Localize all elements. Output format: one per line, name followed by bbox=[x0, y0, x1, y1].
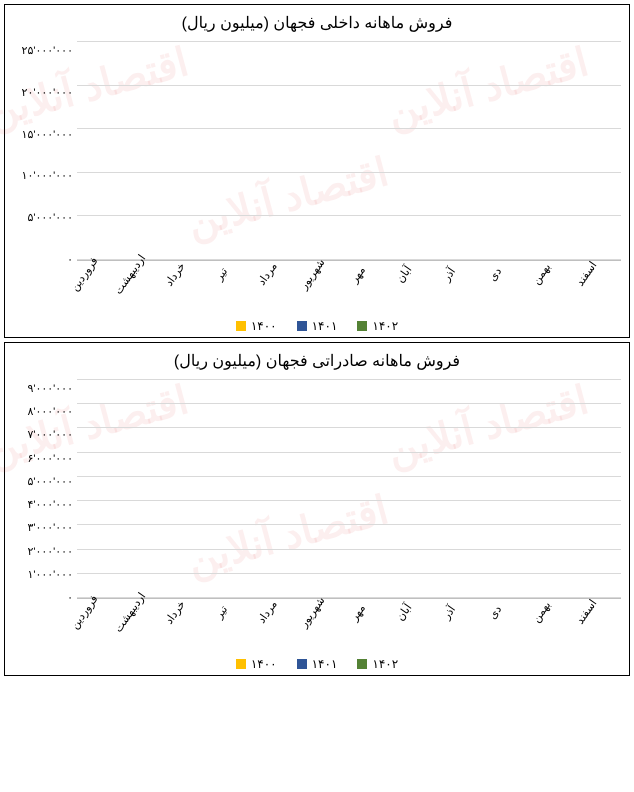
x-axis: فروردیناردیبهشتخردادتیرمردادشهریورمهرآبا… bbox=[73, 261, 621, 311]
legend-swatch bbox=[236, 321, 246, 331]
x-label: اسفند bbox=[565, 590, 631, 657]
legend-item-1401: ۱۴۰۱ bbox=[297, 657, 338, 671]
legend-swatch bbox=[236, 659, 246, 669]
y-tick: ۷'۰۰۰'۰۰۰ bbox=[27, 430, 73, 441]
legend-label: ۱۴۰۱ bbox=[312, 657, 338, 671]
bars-groups bbox=[77, 41, 621, 260]
legend-label: ۱۴۰۰ bbox=[251, 657, 277, 671]
y-tick: ۱۵'۰۰۰'۰۰۰ bbox=[22, 130, 73, 141]
y-tick: ۹'۰۰۰'۰۰۰ bbox=[27, 384, 73, 395]
legend-label: ۱۴۰۲ bbox=[372, 657, 398, 671]
legend-swatch bbox=[297, 321, 307, 331]
legend: ۱۴۰۲ ۱۴۰۱ ۱۴۰۰ bbox=[13, 319, 621, 333]
legend-item-1401: ۱۴۰۱ bbox=[297, 319, 338, 333]
y-axis: ۹'۰۰۰'۰۰۰ ۸'۰۰۰'۰۰۰ ۷'۰۰۰'۰۰۰ ۶'۰۰۰'۰۰۰ ۵'۰۰… bbox=[13, 379, 77, 599]
y-tick: ۲۵'۰۰۰'۰۰۰ bbox=[22, 46, 73, 57]
chart-title: فروش ماهانه صادراتی فجهان (میلیون ریال) bbox=[13, 351, 621, 371]
plot-area: ۲۵'۰۰۰'۰۰۰ ۲۰'۰۰۰'۰۰۰ ۱۵'۰۰۰'۰۰۰ ۱۰'۰۰۰'۰۰۰… bbox=[13, 41, 621, 261]
y-tick: ۱'۰۰۰'۰۰۰ bbox=[27, 570, 73, 581]
chart-panel: اقتصاد آنلایناقتصاد آنلایناقتصاد آنلاینف… bbox=[4, 342, 630, 676]
legend-swatch bbox=[357, 659, 367, 669]
y-tick: ۵'۰۰۰'۰۰۰ bbox=[27, 477, 73, 488]
y-tick: ۰ bbox=[67, 593, 73, 604]
legend-item-1400: ۱۴۰۰ bbox=[236, 319, 277, 333]
legend-swatch bbox=[357, 321, 367, 331]
chart-title: فروش ماهانه داخلی فجهان (میلیون ریال) bbox=[13, 13, 621, 33]
chart-panel: اقتصاد آنلایناقتصاد آنلایناقتصاد آنلاینف… bbox=[4, 4, 630, 338]
legend-label: ۱۴۰۲ bbox=[372, 319, 398, 333]
y-tick: ۲۰'۰۰۰'۰۰۰ bbox=[22, 88, 73, 99]
legend: ۱۴۰۲ ۱۴۰۱ ۱۴۰۰ bbox=[13, 657, 621, 671]
y-tick: ۴'۰۰۰'۰۰۰ bbox=[27, 500, 73, 511]
y-tick: ۵'۰۰۰'۰۰۰ bbox=[27, 213, 73, 224]
y-axis: ۲۵'۰۰۰'۰۰۰ ۲۰'۰۰۰'۰۰۰ ۱۵'۰۰۰'۰۰۰ ۱۰'۰۰۰'۰۰۰… bbox=[13, 41, 77, 261]
legend-item-1402: ۱۴۰۲ bbox=[357, 319, 398, 333]
legend-item-1400: ۱۴۰۰ bbox=[236, 657, 277, 671]
x-axis: فروردیناردیبهشتخردادتیرمردادشهریورمهرآبا… bbox=[73, 599, 621, 649]
x-label: اسفند bbox=[565, 252, 631, 319]
y-tick: ۲'۰۰۰'۰۰۰ bbox=[27, 547, 73, 558]
legend-item-1402: ۱۴۰۲ bbox=[357, 657, 398, 671]
y-tick: ۸'۰۰۰'۰۰۰ bbox=[27, 407, 73, 418]
plot-area: ۹'۰۰۰'۰۰۰ ۸'۰۰۰'۰۰۰ ۷'۰۰۰'۰۰۰ ۶'۰۰۰'۰۰۰ ۵'۰۰… bbox=[13, 379, 621, 599]
legend-label: ۱۴۰۰ bbox=[251, 319, 277, 333]
bars-container bbox=[77, 41, 621, 261]
x-labels: فروردیناردیبهشتخردادتیرمردادشهریورمهرآبا… bbox=[73, 599, 621, 649]
bars-container bbox=[77, 379, 621, 599]
y-tick: ۰ bbox=[67, 255, 73, 266]
y-tick: ۱۰'۰۰۰'۰۰۰ bbox=[22, 171, 73, 182]
legend-label: ۱۴۰۱ bbox=[312, 319, 338, 333]
y-tick: ۶'۰۰۰'۰۰۰ bbox=[27, 454, 73, 465]
x-labels: فروردیناردیبهشتخردادتیرمردادشهریورمهرآبا… bbox=[73, 261, 621, 311]
y-tick: ۳'۰۰۰'۰۰۰ bbox=[27, 523, 73, 534]
bars-groups bbox=[77, 379, 621, 598]
legend-swatch bbox=[297, 659, 307, 669]
